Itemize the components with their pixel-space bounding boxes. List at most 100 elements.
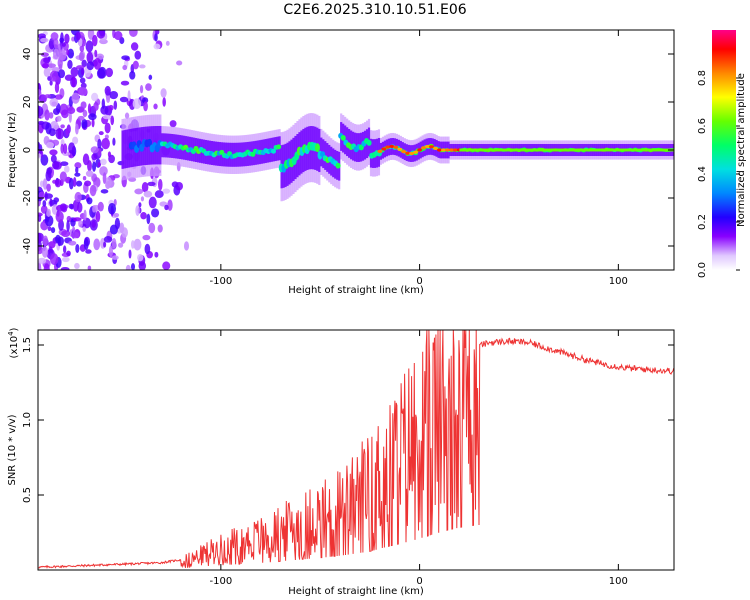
- heatmap-noise-cell: [80, 101, 87, 109]
- heatmap-noise-cell: [91, 220, 96, 228]
- heatmap-noise-cell: [50, 154, 57, 163]
- heatmap-noise-cell: [162, 261, 171, 270]
- heatmap-noise-cell: [49, 80, 53, 86]
- heatmap-noise-cell: [42, 63, 49, 69]
- heatmap-noise-cell: [58, 49, 67, 61]
- heatmap-noise-cell: [125, 264, 131, 270]
- heatmap-band-cell: [314, 143, 320, 153]
- heatmap-noise-cell: [105, 176, 112, 188]
- heatmap-noise-cell: [141, 181, 149, 193]
- heatmap-noise-cell: [49, 253, 59, 266]
- heatmap-noise-cell: [60, 124, 65, 129]
- heatmap-noise-cell: [50, 32, 59, 41]
- heatmap-noise-cell: [134, 188, 144, 195]
- heatmap-peak-cell: [429, 145, 435, 149]
- top-y-tick-label: 0: [22, 147, 33, 153]
- heatmap-noise-cell: [153, 43, 161, 50]
- heatmap-noise-cell: [165, 40, 170, 46]
- heatmap-peak-cell: [413, 150, 419, 154]
- heatmap-noise-cell: [49, 98, 59, 107]
- heatmap-noise-cell: [62, 245, 67, 254]
- heatmap-noise-cell: [104, 85, 111, 96]
- heatmap-noise-cell: [97, 161, 101, 168]
- heatmap-noise-cell: [42, 178, 48, 190]
- heatmap-noise-cell: [71, 150, 76, 157]
- heatmap-peak-cell: [417, 148, 423, 152]
- heatmap-noise-cell: [40, 37, 49, 43]
- heatmap-noise-cell: [158, 178, 163, 191]
- heatmap-noise-cell: [61, 230, 71, 238]
- heatmap-noise-cell: [137, 253, 144, 262]
- heatmap-noise-cell: [46, 183, 51, 192]
- heatmap-noise-cell: [143, 101, 148, 112]
- bottom-x-axis-label: Height of straight line (km): [288, 586, 424, 597]
- top-x-tick-label: 0: [416, 276, 422, 287]
- heatmap-noise-cell: [59, 37, 65, 43]
- heatmap-noise-cell: [72, 226, 76, 233]
- heatmap-noise-cell: [44, 94, 51, 99]
- colorbar-tick-label: 0.8: [697, 70, 708, 86]
- heatmap-band-cell: [340, 134, 346, 141]
- heatmap-noise-cell: [113, 213, 120, 218]
- heatmap-noise-cell: [91, 118, 95, 128]
- heatmap-noise-cell: [45, 122, 52, 135]
- top-x-tick-label: 100: [609, 276, 628, 287]
- heatmap-noise-cell: [106, 93, 111, 103]
- heatmap-noise-cell: [108, 104, 114, 111]
- colorbar-tick-label: 0.4: [697, 166, 708, 182]
- heatmap-noise-cell: [38, 120, 45, 125]
- heatmap-noise-cell: [52, 48, 60, 60]
- bottom-axis-ticks: -100 0 100 0.5 1.0 1.5: [22, 330, 674, 587]
- heatmap-noise-cell: [72, 177, 77, 188]
- heatmap-noise-cell: [75, 123, 79, 135]
- heatmap-noise-cell: [52, 160, 60, 170]
- heatmap-noise-cell: [59, 161, 69, 167]
- heatmap-noise-cell: [57, 127, 62, 140]
- heatmap-noise-cell: [100, 189, 109, 194]
- heatmap-peak-cell: [421, 146, 427, 150]
- heatmap-noise-cell: [49, 70, 59, 82]
- heatmap-noise-cell: [138, 202, 142, 208]
- heatmap-noise-cell: [113, 100, 118, 110]
- heatmap-noise-cell: [44, 193, 53, 199]
- bottom-y-axis-label: SNR (10 * v/v): [7, 414, 18, 485]
- heatmap-band-cell: [320, 151, 326, 158]
- heatmap-noise-cell: [42, 200, 47, 207]
- heatmap-peak-cell: [393, 145, 399, 149]
- heatmap-noise-cell: [38, 257, 47, 264]
- heatmap-noise-cell: [86, 197, 93, 205]
- heatmap-noise-cell: [147, 181, 156, 187]
- heatmap-noise-cell: [61, 109, 69, 119]
- heatmap-noise-cell: [43, 263, 50, 270]
- heatmap-peak-cell: [397, 147, 403, 151]
- heatmap-noise-cell: [49, 112, 54, 119]
- bottom-y-tick-label: 1.5: [22, 337, 33, 353]
- heatmap-noise-cell: [64, 33, 70, 44]
- heatmap-noise-cell: [94, 49, 98, 58]
- heatmap-noise-cell: [93, 101, 99, 112]
- heatmap-noise-cell: [153, 103, 158, 110]
- heatmap-noise-cell: [61, 42, 66, 47]
- heatmap-noise-cell: [67, 106, 76, 115]
- heatmap-noise-cell: [91, 92, 99, 102]
- heatmap-noise-cell: [63, 143, 68, 154]
- heatmap-noise-cell: [40, 154, 49, 166]
- heatmap-noise-cell: [43, 57, 51, 64]
- heatmap-noise-cell: [39, 180, 44, 188]
- heatmap-noise-cell: [75, 180, 83, 187]
- bottom-x-tick-label: -100: [209, 576, 232, 587]
- heatmap-noise-cell: [85, 249, 92, 254]
- heatmap-noise-cell: [132, 98, 142, 110]
- heatmap-noise-cell: [164, 204, 169, 211]
- heatmap-peak-cell: [444, 148, 450, 152]
- top-y-tick-label: 20: [22, 96, 33, 109]
- heatmap-noise-cell: [66, 220, 70, 232]
- top-y-tick-label: 40: [22, 48, 33, 61]
- heatmap-noise-cell: [61, 256, 70, 263]
- heatmap-noise-cell: [121, 55, 130, 61]
- heatmap-noise-cell: [50, 227, 56, 234]
- heatmap-noise-cell: [72, 199, 79, 212]
- bottom-y-tick-label: 1.0: [22, 412, 33, 428]
- heatmap-noise-cell: [160, 88, 167, 98]
- heatmap-noise-cell: [80, 67, 85, 76]
